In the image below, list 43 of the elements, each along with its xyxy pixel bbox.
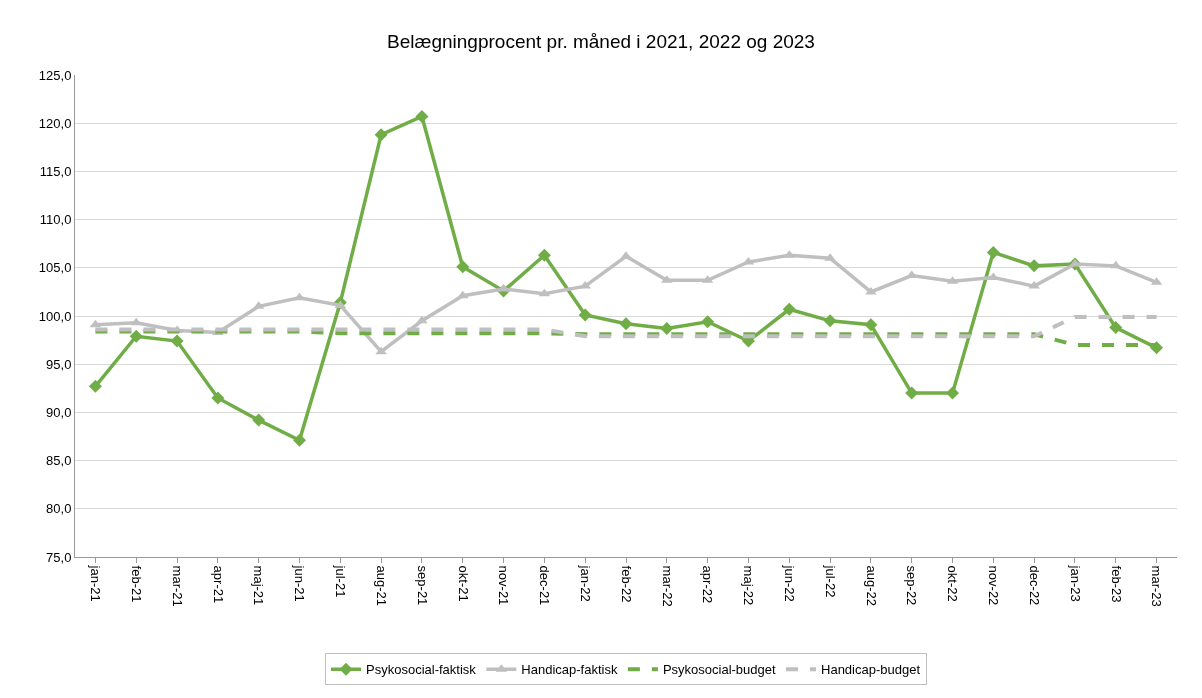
x-tick-label: apr-22 xyxy=(700,565,716,604)
y-tick-label: 85,0 xyxy=(46,453,72,469)
x-tick-label: sep-22 xyxy=(904,565,920,606)
x-tick-label: feb-21 xyxy=(128,565,144,603)
x-tick-label: mar-22 xyxy=(659,565,675,607)
x-tick-label: dec-22 xyxy=(1026,565,1042,606)
y-tick-label: 90,0 xyxy=(46,404,72,420)
legend-label: Psykosocial-budget xyxy=(662,662,777,678)
x-tick-label: sep-21 xyxy=(414,565,430,606)
legend-label: Handicap-faktisk xyxy=(521,662,618,678)
x-tick-label: okt-22 xyxy=(945,565,961,602)
legend-label: Psykosocial-faktisk xyxy=(366,662,477,678)
y-tick-label: 110,0 xyxy=(39,212,72,228)
y-tick-label: 115,0 xyxy=(39,163,72,179)
y-tick-label: 100,0 xyxy=(38,308,72,324)
x-tick-label: mar-23 xyxy=(1149,565,1165,607)
y-tick-label: 75,0 xyxy=(46,549,72,565)
legend-label: Handicap-budget xyxy=(821,662,921,678)
x-tick-label: jan-23 xyxy=(1067,564,1083,602)
y-tick-label: 105,0 xyxy=(38,260,72,276)
x-tick-label: feb-23 xyxy=(1108,565,1124,603)
x-tick-label: dec-21 xyxy=(537,565,553,606)
x-tick-label: jun-22 xyxy=(782,564,798,602)
chart-title: Belægningprocent pr. måned i 2021, 2022 og 2023 xyxy=(387,31,815,53)
x-tick-label: jul-22 xyxy=(822,564,838,598)
x-tick-label: jul-21 xyxy=(333,564,349,598)
x-tick-label: maj-21 xyxy=(251,565,267,606)
x-tick-label: jun-21 xyxy=(292,564,308,602)
y-tick-label: 95,0 xyxy=(46,356,72,372)
x-tick-label: nov-22 xyxy=(986,565,1002,606)
x-tick-label: maj-22 xyxy=(741,565,757,606)
x-tick-label: okt-21 xyxy=(455,565,471,602)
y-tick-label: 80,0 xyxy=(46,501,72,517)
x-tick-label: jan-22 xyxy=(577,564,593,602)
x-tick-label: jan-21 xyxy=(88,564,104,602)
x-tick-label: feb-22 xyxy=(618,565,634,603)
y-tick-label: 120,0 xyxy=(38,115,72,131)
x-tick-label: mar-21 xyxy=(169,565,185,607)
x-tick-label: aug-21 xyxy=(373,565,389,607)
x-tick-label: nov-21 xyxy=(496,565,512,606)
x-tick-label: aug-22 xyxy=(863,565,879,607)
y-tick-label: 125,0 xyxy=(38,67,72,83)
x-tick-label: apr-21 xyxy=(210,565,226,604)
